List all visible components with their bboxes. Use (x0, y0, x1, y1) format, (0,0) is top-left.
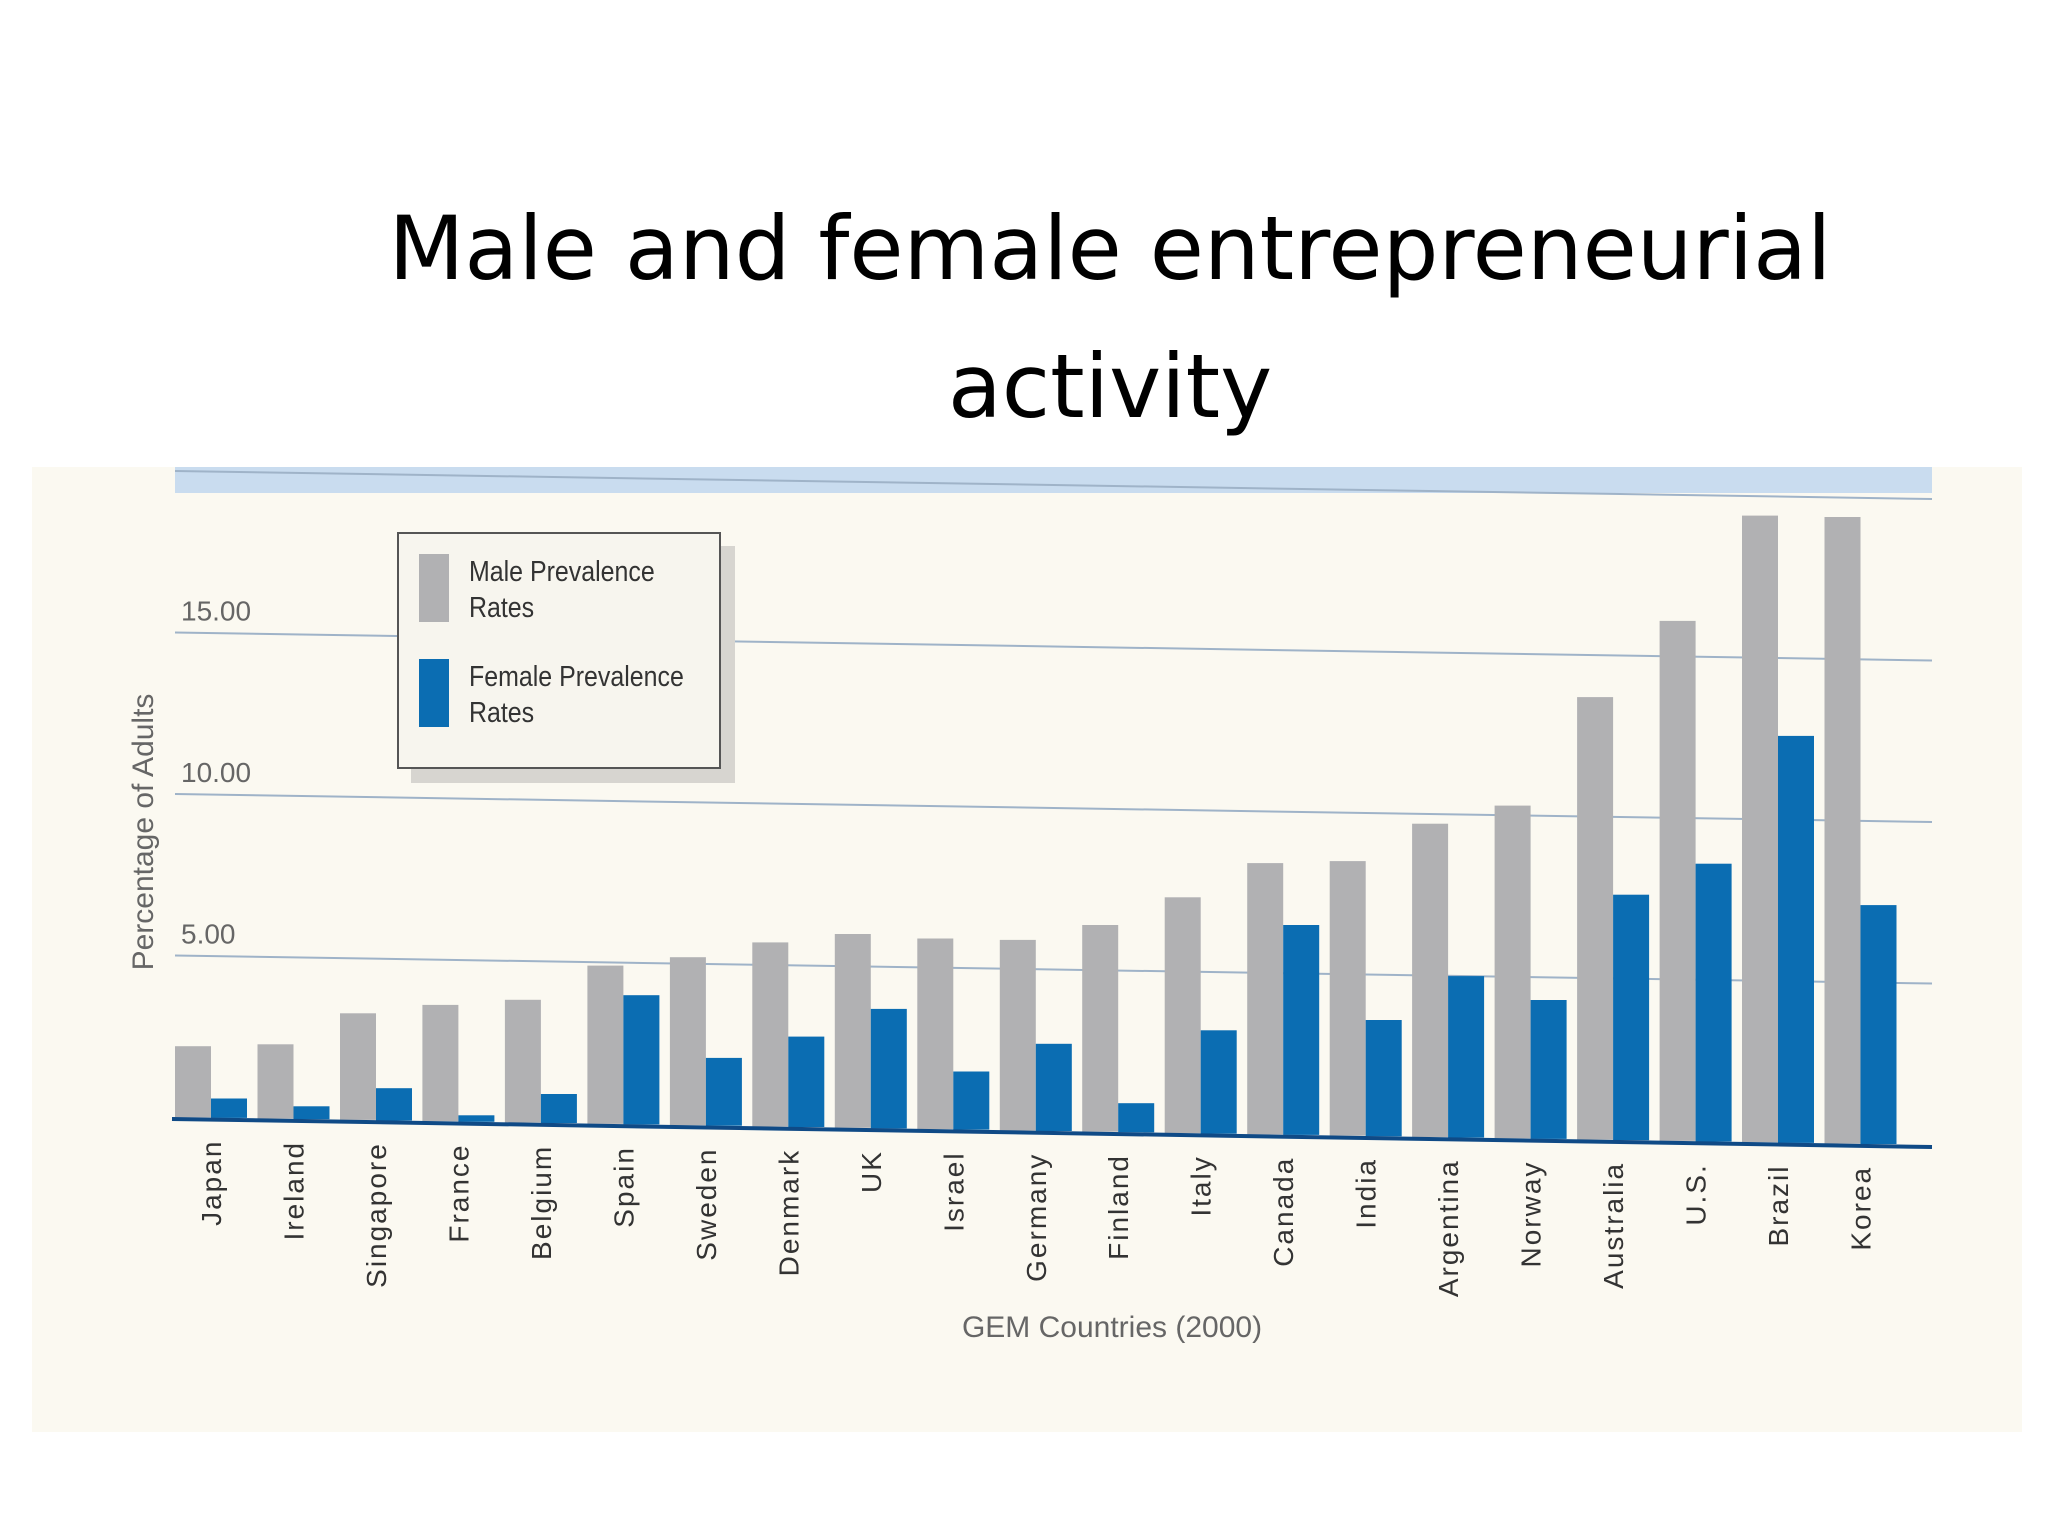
x-category-label: Norway (1516, 1161, 1547, 1268)
y-tick-label: 10.00 (181, 757, 251, 788)
bar-male (1577, 697, 1614, 1140)
bar-female (1613, 894, 1650, 1141)
chart-legend: Male Prevalence Rates Female Prevalence … (397, 532, 721, 769)
x-category-label: U.S. (1681, 1163, 1712, 1225)
bar-male (422, 1004, 459, 1122)
bar-male (1247, 863, 1284, 1135)
x-category-label: Australia (1598, 1162, 1629, 1289)
bar-male (175, 1046, 211, 1118)
x-category-label: Canada (1268, 1157, 1299, 1267)
bar-female (376, 1088, 412, 1121)
x-category-label: Israel (938, 1151, 969, 1231)
y-tick-label: 15.00 (181, 596, 251, 627)
legend-label-male: Male Prevalence Rates (469, 556, 655, 624)
x-category-label: Finland (1103, 1154, 1134, 1260)
bar-male (1412, 823, 1449, 1137)
bar-female (458, 1115, 495, 1122)
bar-male (669, 957, 706, 1126)
bar-female (1695, 863, 1732, 1142)
y-tick-label: 5.00 (181, 919, 236, 950)
bar-female (1448, 976, 1485, 1138)
bar-male (1329, 861, 1366, 1136)
bar-male (1082, 925, 1119, 1132)
bar-female (705, 1057, 742, 1126)
x-axis-line (171, 1116, 1933, 1149)
bar-male (504, 999, 541, 1123)
bar-male (834, 934, 871, 1128)
x-category-label: Japan (196, 1140, 227, 1226)
x-category-label: Germany (1021, 1153, 1052, 1282)
bar-female (1365, 1020, 1402, 1137)
bar-male (340, 1013, 376, 1120)
x-category-label: Spain (608, 1146, 639, 1228)
bar-female (293, 1106, 330, 1120)
bar-male (917, 938, 954, 1130)
gridline (174, 470, 1933, 500)
bar-female (1200, 1030, 1237, 1134)
x-category-label: Argentina (1433, 1159, 1464, 1297)
slide-title: Male and female entrepreneurial activity (388, 197, 1832, 438)
bar-male (752, 942, 789, 1127)
bar-female (1778, 735, 1814, 1143)
top-band (175, 467, 1932, 493)
x-category-label: India (1351, 1158, 1382, 1229)
bar-male (1659, 620, 1696, 1141)
chart-panel: 5.0010.0015.0020.00JapanIrelandSingapore… (32, 467, 2022, 1432)
bar-chart: 5.0010.0015.0020.00JapanIrelandSingapore… (127, 467, 1933, 1344)
x-category-label: Korea (1846, 1166, 1877, 1251)
bar-female (211, 1098, 247, 1118)
bar-female (623, 995, 660, 1125)
bar-female (1035, 1043, 1072, 1131)
x-category-label: UK (856, 1150, 887, 1193)
bar-male (1742, 515, 1778, 1143)
bar-male (999, 939, 1036, 1131)
bar-male (257, 1044, 294, 1119)
legend-label-female: Female Prevalence Rates (469, 661, 684, 729)
bar-female (788, 1036, 825, 1127)
legend-swatch-male (419, 554, 449, 622)
x-category-label: Ireland (279, 1141, 310, 1241)
gridline (174, 793, 1933, 823)
bar-female (1530, 1000, 1567, 1139)
x-axis-title: GEM Countries (2000) (962, 1311, 1262, 1344)
bar-male (1824, 517, 1861, 1144)
bar-female (1860, 905, 1897, 1145)
bar-male (1164, 897, 1201, 1134)
bar-female (1283, 925, 1320, 1135)
bar-female (540, 1094, 577, 1124)
x-category-label: Denmark (773, 1149, 804, 1277)
x-category-label: Brazil (1763, 1165, 1794, 1247)
bar-female (1118, 1103, 1155, 1133)
bar-female (953, 1071, 990, 1130)
x-category-label: Singapore (361, 1142, 392, 1288)
x-category-label: Sweden (691, 1148, 722, 1261)
bar-female (870, 1008, 907, 1129)
y-axis-title: Percentage of Adults (127, 694, 160, 971)
x-category-label: France (443, 1144, 474, 1243)
x-category-label: Italy (1186, 1155, 1217, 1216)
legend-swatch-female (419, 659, 449, 727)
bar-male (587, 965, 624, 1124)
bar-male (1494, 805, 1531, 1139)
x-category-label: Belgium (526, 1145, 557, 1260)
